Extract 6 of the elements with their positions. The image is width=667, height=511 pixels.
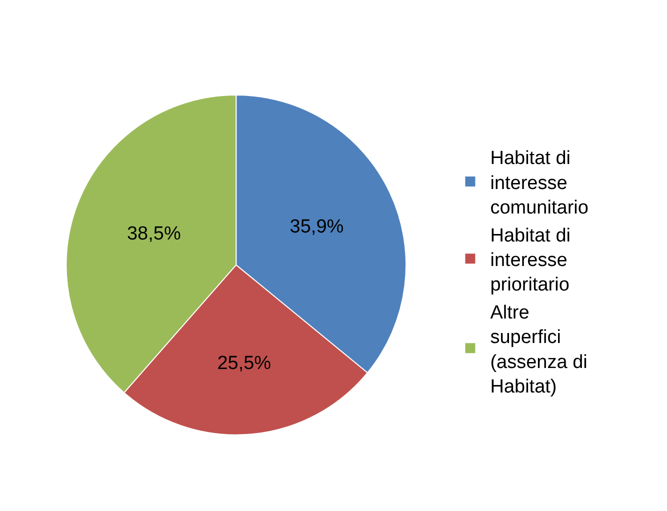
legend-label: Altre superfici (assenza di Habitat) [490,302,588,398]
data-label: 35,9% [290,216,344,238]
legend-label: Habitat di interesse comunitario [490,148,588,219]
legend-label: Habitat di interesse prioritario [490,225,571,296]
data-label: 38,5% [126,224,181,245]
data-label: 25,5% [217,352,272,374]
